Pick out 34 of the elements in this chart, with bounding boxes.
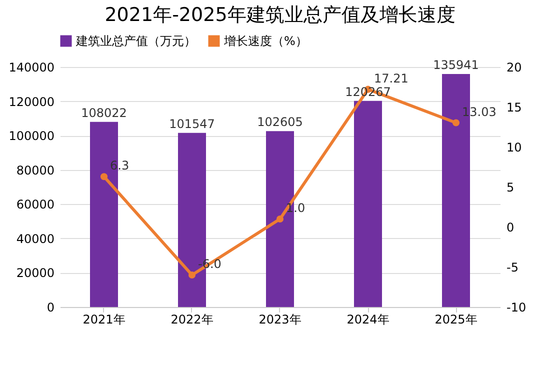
data-label: 108022 [81,106,127,120]
data-label: 17.21 [374,71,408,86]
y-tick-label: 60000 [16,198,54,212]
data-label: 101547 [169,116,215,131]
x-tick-label: 2023年 [258,312,302,326]
point [276,215,284,223]
x-tick-label: 2025年 [434,312,478,326]
point [188,271,196,279]
y-tick-label: 80000 [16,163,54,178]
y2-tick-label: 15 [506,100,522,114]
x-tick-label: 2022年 [170,312,214,326]
y-tick-label: 120000 [8,94,54,109]
x-tick-label: 2021年 [82,312,126,326]
data-label: 135941 [433,58,479,72]
y2-tick-label: -5 [506,260,518,274]
chart-title: 2021年-2025年建筑业总产值及增长速度 [104,4,456,26]
y-tick-label: 100000 [8,129,54,144]
bar [354,100,382,307]
point [452,119,460,126]
y-tick-label: 0 [46,300,54,314]
legend-label: 增长速度（%） [223,34,308,48]
point [100,173,108,180]
y2-tick-label: 5 [506,180,514,194]
y2-tick-label: 0 [506,220,514,234]
y-tick-label: 20000 [16,266,54,280]
y2-tick-label: 20 [506,60,522,74]
y2-tick-label: 10 [506,140,522,154]
y2-tick-label: -10 [506,300,526,314]
data-label: -6.0 [198,257,222,271]
legend-label: 建筑业总产值（万元） [75,34,196,48]
x-tick-label: 2024年 [346,312,390,326]
y-tick-label: 40000 [16,232,54,246]
y-tick-label: 140000 [8,60,54,74]
data-label: 102605 [257,115,303,130]
